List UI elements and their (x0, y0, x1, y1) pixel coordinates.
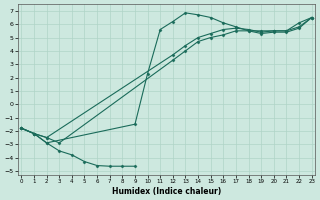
X-axis label: Humidex (Indice chaleur): Humidex (Indice chaleur) (112, 187, 221, 196)
